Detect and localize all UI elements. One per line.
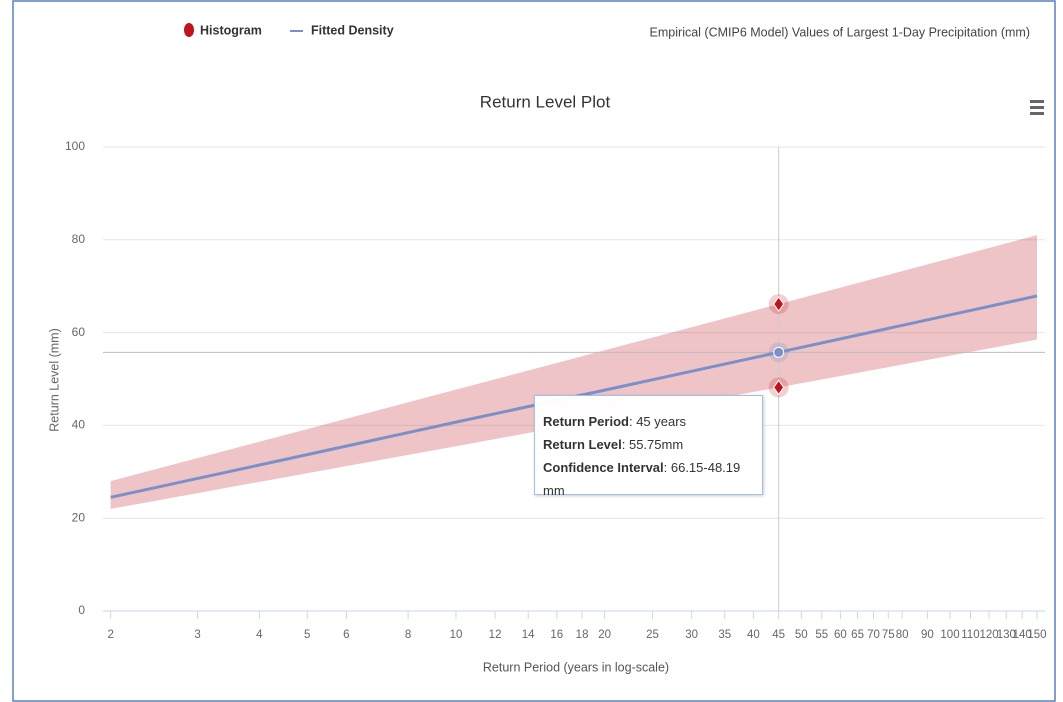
fitted-line [110,294,1038,499]
x-tick-label: 100 [940,629,959,641]
x-tick-label: 55 [815,629,828,641]
x-tick-label: 120 [980,629,999,641]
y-tick-label: 60 [72,325,86,339]
x-tick-label: 40 [747,629,760,641]
y-tick-label: 40 [72,418,86,432]
x-tick-label: 35 [718,629,731,641]
x-tick-label: 20 [598,629,611,641]
y-tick-label: 80 [72,232,86,246]
hover-marker [773,379,785,396]
frame [12,0,1056,702]
tooltip-label: Confidence Interval [543,460,664,475]
x-tick-label: 65 [851,629,864,641]
legend-label: Fitted Density [311,23,394,37]
x-tick-label: 16 [550,629,563,641]
x-tick-label: 150 [1027,629,1046,641]
menu-button[interactable] [1030,100,1044,115]
tooltip-text: : 55.75mm [621,437,684,452]
confidence-band [110,235,1037,509]
tooltip-text: : 66.15-48.19 mm [543,460,741,498]
x-tick-label: 18 [576,629,589,641]
x-tick-label: 2 [107,629,113,641]
x-axis-title: Return Period (years in log-scale) [483,660,669,674]
x-tick-label: 60 [834,629,847,641]
x-tick-label: 25 [646,629,659,641]
chart-subtitle: Empirical (CMIP6 Model) Values of Larges… [650,25,1030,39]
x-tick-label: 70 [867,629,880,641]
x-tick-label: 140 [1013,629,1032,641]
x-tick-label: 130 [997,629,1016,641]
tooltip-label: Return Period [543,414,629,429]
x-tick-label: 6 [343,629,349,641]
x-tick-label: 8 [405,629,411,641]
x-tick-label: 4 [256,629,263,641]
legend-marker [184,23,194,37]
y-tick-label: 0 [78,603,85,617]
tooltip-label: Return Level [543,437,622,452]
y-tick-label: 20 [72,510,86,524]
y-tick-label: 100 [65,139,85,153]
y-axis-title: Return Level (mm) [47,328,61,432]
legend-label: Histogram [200,23,262,37]
x-tick-label: 45 [772,629,785,641]
x-tick-label: 10 [450,629,463,641]
x-tick-label: 5 [304,629,310,641]
x-tick-label: 80 [896,629,909,641]
tooltip: Return Period: 45 years Return Level: 55… [534,395,763,498]
x-tick-label: 3 [194,629,200,641]
x-tick-label: 110 [961,629,979,641]
x-tick-label: 14 [522,629,535,641]
x-tick-label: 75 [882,629,895,641]
hover-marker [773,346,785,358]
x-tick-label: 50 [795,629,808,641]
x-tick-label: 30 [685,629,698,641]
chart-title: Return Level Plot [480,92,611,111]
x-tick-label: 90 [921,629,934,641]
tooltip-text: : 45 years [628,414,687,429]
hover-marker [773,296,785,312]
x-tick-label: 12 [489,629,502,641]
plot-area [103,146,1045,611]
